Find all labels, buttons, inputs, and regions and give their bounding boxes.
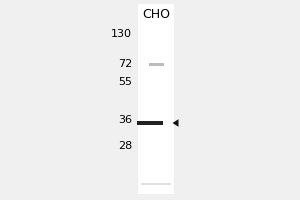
Bar: [141, 183, 171, 185]
Text: 36: 36: [118, 115, 132, 125]
Text: CHO: CHO: [142, 8, 170, 21]
Text: 72: 72: [118, 59, 132, 69]
Bar: [138, 4, 174, 194]
Bar: [137, 121, 163, 125]
Text: 55: 55: [118, 77, 132, 87]
Polygon shape: [172, 119, 178, 127]
Bar: [148, 62, 164, 66]
Text: 130: 130: [111, 29, 132, 39]
Text: 28: 28: [118, 141, 132, 151]
